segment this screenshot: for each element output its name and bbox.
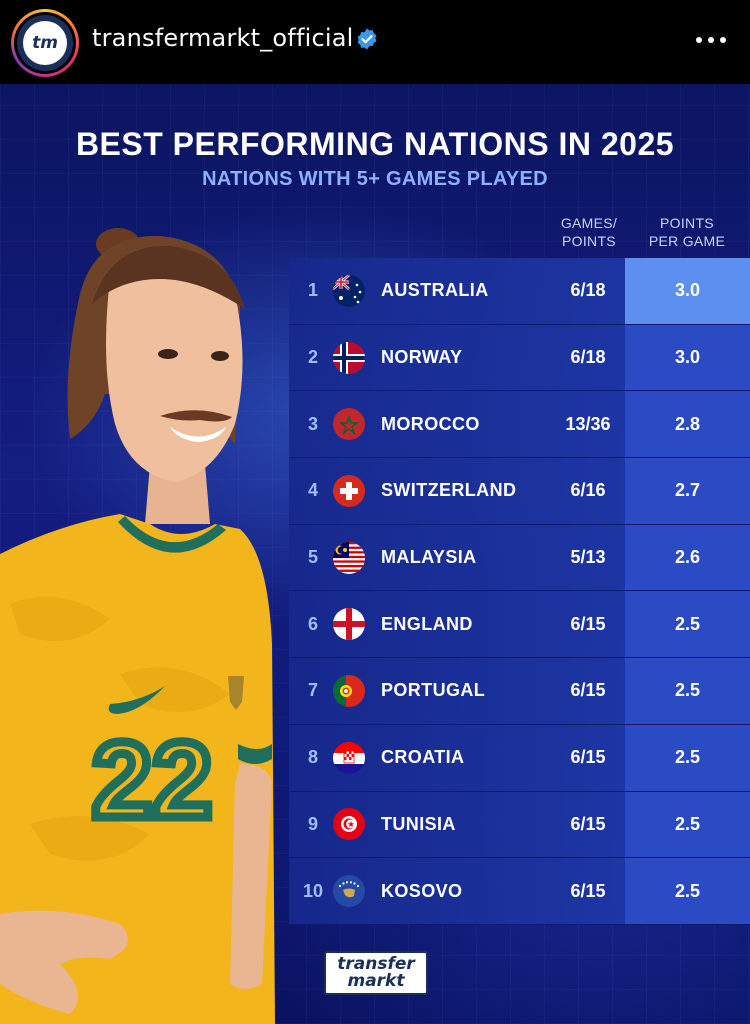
flag-icon xyxy=(333,808,365,841)
points-per-game: 2.5 xyxy=(674,613,701,634)
country-name: PORTUGAL xyxy=(381,680,486,701)
avatar: tm xyxy=(17,15,73,71)
flag-icon xyxy=(333,674,365,707)
rank: 8 xyxy=(307,747,318,768)
ppg-cell-background xyxy=(625,791,750,858)
ppg-cell-background xyxy=(625,591,750,658)
games-points: 6/15 xyxy=(570,813,606,834)
rank: 9 xyxy=(307,813,318,834)
ppg-cell-background xyxy=(625,524,750,591)
table-row: 1 AUSTRALIA 6/18 3.0 xyxy=(289,258,750,325)
column-header-points-per-game: POINTS PER GAME xyxy=(642,214,732,250)
country-name: NORWAY xyxy=(381,347,463,368)
flag-icon xyxy=(333,875,365,908)
graphic-title: BEST PERFORMING NATIONS IN 2025 xyxy=(75,126,675,162)
ranking-table: 1 AUSTRALIA 6/18 3.0 2 NORWAY 6/18 3.0 3 MOROCCO 1… xyxy=(289,258,750,925)
points-per-game: 2.5 xyxy=(674,680,701,701)
rank: 10 xyxy=(302,880,324,901)
games-points: 6/15 xyxy=(570,680,606,701)
table-row: 6 ENGLAND 6/15 2.5 xyxy=(289,591,750,659)
post-header: tm transfermarkt_official xyxy=(0,0,750,84)
avatar-text: tm xyxy=(32,33,58,53)
games-points: 6/16 xyxy=(570,480,606,501)
ppg-cell-background xyxy=(625,391,750,458)
transfermarkt-logo-icon: tm xyxy=(23,21,67,65)
table-row: 5 MALAYSIA 5/13 2.6 xyxy=(289,524,750,592)
points-per-game: 2.6 xyxy=(674,547,701,568)
username[interactable]: transfermarkt_official xyxy=(92,24,354,52)
more-horizontal-icon[interactable] xyxy=(694,30,728,50)
country-name: MOROCCO xyxy=(381,413,480,434)
ppg-cell-background xyxy=(625,258,750,324)
country-name: CROATIA xyxy=(381,747,465,768)
column-header-line: POINTS xyxy=(660,215,714,231)
column-header-line: POINTS xyxy=(562,233,616,249)
table-row: 3 MOROCCO 13/36 2.8 xyxy=(289,391,750,459)
transfermarkt-footer-logo: transfer markt xyxy=(324,951,428,995)
country-name: MALAYSIA xyxy=(381,547,477,568)
player-illustration: 22 xyxy=(0,228,275,1024)
country-name: ENGLAND xyxy=(381,613,473,634)
country-name: AUSTRALIA xyxy=(381,280,489,301)
games-points: 6/18 xyxy=(570,280,606,301)
country-name: SWITZERLAND xyxy=(381,480,517,501)
ppg-cell-background xyxy=(625,858,750,924)
table-row: 7 PORTUGAL 6/15 2.5 xyxy=(289,658,750,725)
logo-word-transfer: transfer xyxy=(337,954,415,974)
ppg-cell-background xyxy=(625,658,750,724)
rank: 6 xyxy=(307,613,318,634)
points-per-game: 2.8 xyxy=(674,413,701,434)
rank: 7 xyxy=(307,680,318,701)
logo-word-markt: markt xyxy=(347,971,405,991)
column-header-line: GAMES/ xyxy=(560,215,618,231)
flag-icon xyxy=(333,274,365,307)
flag-icon xyxy=(333,608,365,641)
flag-icon xyxy=(333,408,365,441)
games-points: 13/36 xyxy=(565,413,611,434)
rank: 2 xyxy=(307,347,318,368)
flag-icon xyxy=(333,541,365,574)
games-points: 6/15 xyxy=(570,880,606,901)
table-row: 4 SWITZERLAND 6/16 2.7 xyxy=(289,458,750,525)
country-name: KOSOVO xyxy=(381,880,463,901)
points-per-game: 3.0 xyxy=(674,280,701,301)
avatar-gap: tm xyxy=(14,12,76,74)
rank: 1 xyxy=(307,280,318,301)
jersey-number: 22 xyxy=(92,719,212,840)
points-per-game: 2.5 xyxy=(674,813,701,834)
points-per-game: 2.5 xyxy=(674,747,701,768)
games-points: 6/18 xyxy=(570,347,606,368)
points-per-game: 2.5 xyxy=(674,880,701,901)
ppg-cell-background xyxy=(625,324,750,391)
games-points: 5/13 xyxy=(570,547,606,568)
flag-icon xyxy=(333,741,365,774)
story-avatar-ring[interactable]: tm xyxy=(11,9,79,77)
games-points: 6/15 xyxy=(570,747,606,768)
column-header-line: PER GAME xyxy=(648,233,726,249)
rank: 5 xyxy=(307,547,318,568)
table-row: 2 NORWAY 6/18 3.0 xyxy=(289,324,750,392)
ppg-cell-background xyxy=(625,458,750,524)
verified-badge-icon xyxy=(357,28,377,50)
table-row: 9 TUNISIA 6/15 2.5 xyxy=(289,791,750,859)
graphic-subtitle: NATIONS WITH 5+ GAMES PLAYED xyxy=(202,168,548,190)
flag-icon xyxy=(333,474,365,507)
points-per-game: 2.7 xyxy=(674,480,701,501)
flag-icon xyxy=(333,341,365,374)
ppg-cell-background xyxy=(625,724,750,791)
points-per-game: 3.0 xyxy=(674,347,701,368)
rank: 4 xyxy=(307,480,318,501)
post-image[interactable]: BEST PERFORMING NATIONS IN 2025 NATIONS … xyxy=(0,84,750,1024)
table-row: 8 CROATIA 6/15 2.5 xyxy=(289,724,750,792)
rank: 3 xyxy=(307,413,318,434)
games-points: 6/15 xyxy=(570,613,606,634)
table-row: 10 KOSOVO 6/15 2.5 xyxy=(289,858,750,925)
country-name: TUNISIA xyxy=(381,813,456,834)
column-header-games-points: GAMES/ POINTS xyxy=(546,214,632,250)
